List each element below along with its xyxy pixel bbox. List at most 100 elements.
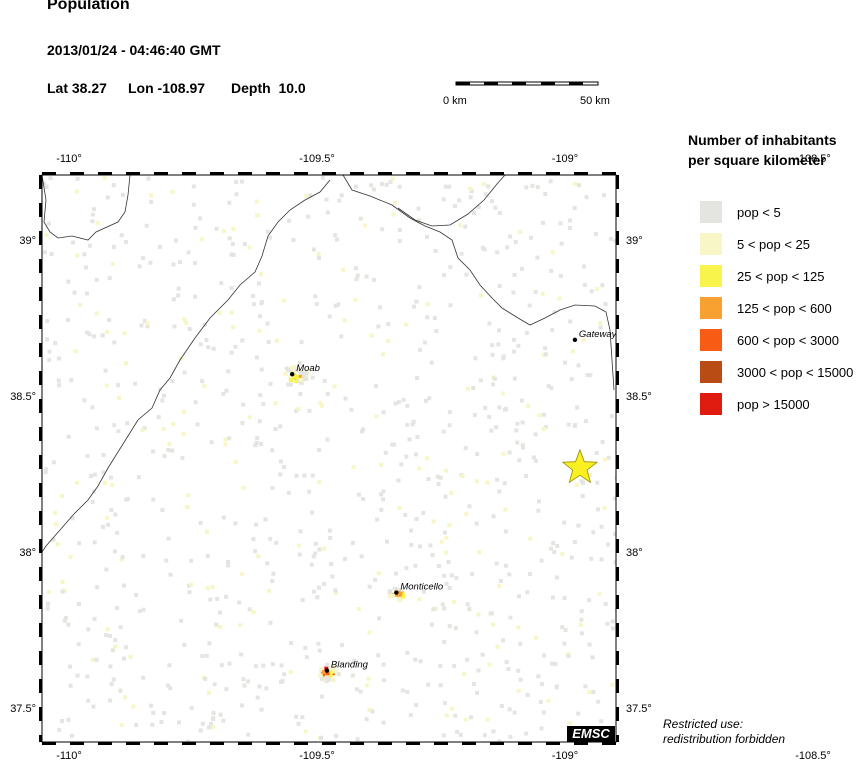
population-cell [46, 589, 51, 594]
population-cell [508, 234, 513, 239]
lon-tick-label-bottom: -109° [552, 750, 578, 762]
population-cell [257, 328, 262, 333]
population-cell [507, 572, 512, 577]
population-cell [529, 235, 534, 240]
legend-title: Number of inhabitants per square kilomet… [688, 130, 837, 170]
population-cell [444, 550, 449, 555]
population-cell [485, 480, 490, 485]
population-cell [452, 663, 457, 668]
scale-bar: 0 km 50 km [443, 81, 610, 107]
population-cell [414, 452, 419, 457]
population-cell [356, 492, 361, 497]
population-cell [142, 318, 147, 323]
population-cell [536, 674, 541, 679]
population-cell [449, 490, 454, 495]
population-cell [332, 668, 337, 673]
population-cell [90, 219, 95, 224]
population-cell [224, 594, 229, 599]
population-cell [288, 670, 293, 675]
population-cell [512, 337, 517, 342]
population-cell [286, 382, 291, 387]
population-cell [46, 221, 51, 226]
population-cell [211, 725, 216, 730]
population-cell [53, 341, 58, 346]
population-cell [69, 378, 74, 383]
population-cell [78, 303, 83, 308]
population-cell [217, 624, 222, 629]
population-cell [328, 536, 333, 541]
population-cell [562, 641, 567, 646]
legend-item: 25 < pop < 125 [700, 260, 853, 292]
population-cell [541, 220, 546, 225]
population-cell [291, 237, 296, 242]
population-cell [66, 279, 71, 284]
population-cell [103, 368, 108, 373]
population-cell [161, 426, 166, 431]
population-cell [339, 193, 344, 198]
population-cell [780, 466, 784, 470]
population-cell [801, 719, 805, 723]
population-cell [504, 660, 509, 665]
population-cell [789, 483, 793, 487]
population-cell [215, 596, 220, 601]
population-cell [186, 739, 191, 742]
population-cell [123, 361, 128, 366]
population-cell [218, 610, 223, 615]
population-cell [531, 455, 536, 460]
population-cell [515, 440, 520, 445]
population-cell [141, 256, 146, 261]
population-cell [264, 686, 269, 691]
population-cell [358, 689, 363, 694]
lat-tick-label-right: 38° [626, 547, 643, 559]
population-cell [788, 471, 792, 475]
population-cell [400, 688, 405, 693]
population-cell [82, 252, 87, 257]
population-cell [790, 723, 794, 727]
population-cell [494, 425, 499, 430]
population-cell [396, 400, 401, 405]
population-cell [579, 609, 584, 614]
restricted-line1: Restricted use: [663, 717, 744, 731]
population-cell [453, 713, 458, 718]
population-cell [193, 294, 198, 299]
population-cell [468, 195, 473, 200]
population-cell [567, 218, 572, 223]
population-cell [66, 717, 71, 722]
population-cell [417, 285, 422, 290]
population-cell [102, 175, 107, 180]
population-cell [44, 232, 49, 237]
population-cell [118, 688, 123, 693]
population-cell [209, 721, 214, 726]
population-cell [576, 363, 581, 368]
event-longitude: Lon -108.97 [128, 80, 206, 96]
population-cell [424, 456, 429, 461]
population-cell [539, 682, 544, 687]
population-cell [436, 481, 441, 486]
population-cell [432, 315, 437, 320]
population-cell [799, 725, 803, 729]
population-cell [261, 663, 266, 668]
population-cell [487, 321, 492, 326]
population-cell [134, 593, 139, 598]
population-cell [549, 385, 554, 390]
population-cell [546, 384, 551, 389]
population-cell [808, 740, 812, 744]
population-cell [614, 475, 616, 480]
population-cell [447, 624, 452, 629]
population-cell [787, 471, 791, 475]
population-cell [324, 679, 329, 684]
population-cell [542, 653, 547, 658]
event-datetime: 2013/01/24 - 04:46:40 GMT [47, 42, 221, 58]
population-cell [584, 195, 589, 200]
population-cell [90, 500, 95, 505]
population-cell [317, 547, 322, 552]
population-cell [471, 211, 476, 216]
population-cell [221, 718, 226, 723]
population-cell [475, 451, 480, 456]
population-cell [581, 337, 586, 342]
population-cell [562, 596, 567, 601]
population-cell [265, 561, 270, 566]
population-cell [168, 572, 173, 577]
population-cell [240, 420, 245, 425]
population-cell [94, 311, 99, 316]
